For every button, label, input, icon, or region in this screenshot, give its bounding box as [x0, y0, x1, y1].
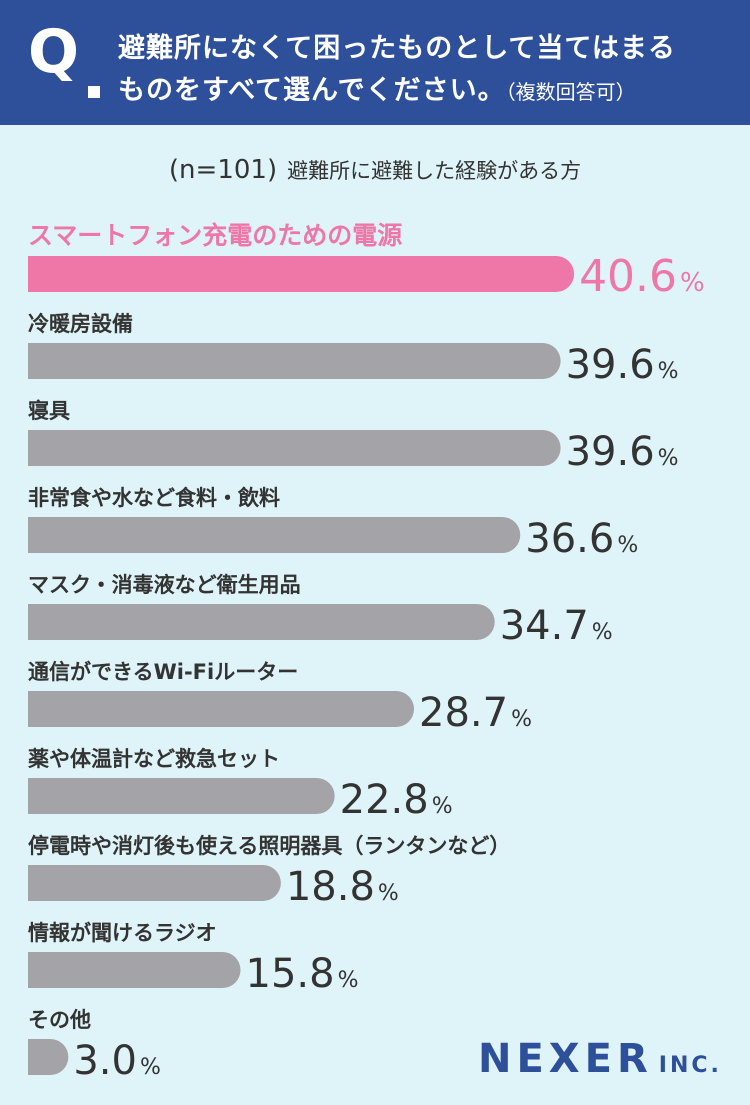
- bar: [28, 778, 335, 814]
- percent-unit: %: [338, 968, 359, 993]
- percent-unit: %: [378, 881, 399, 906]
- logo-sub: INC.: [658, 1053, 722, 1078]
- category-label: マスク・消毒液など衛生用品: [28, 573, 301, 597]
- question-line-2: ものをすべて選んでください。（複数回答可）: [118, 68, 636, 107]
- value-label: 39.6%: [566, 429, 679, 475]
- bar: [28, 604, 495, 640]
- percent-unit: %: [658, 446, 679, 471]
- nexer-logo: NEXER INC.: [478, 1036, 722, 1082]
- question-line-1: 避難所になくて困ったものとして当てはまる: [118, 33, 676, 64]
- category-label: その他: [28, 1008, 91, 1032]
- value-label: 36.6%: [525, 516, 638, 562]
- percent-unit: %: [592, 620, 613, 645]
- category-label: 情報が聞けるラジオ: [28, 921, 217, 945]
- value-label: 22.8%: [340, 777, 453, 823]
- bar: [28, 1039, 69, 1075]
- percent-unit: %: [680, 268, 705, 298]
- sample-description: 避難所に避難した経験がある方: [287, 159, 582, 183]
- category-label: スマートフォン充電のための電源: [28, 221, 402, 250]
- value-label: 39.6%: [566, 342, 679, 388]
- category-label: 停電時や消灯後も使える照明器具（ランタンなど）: [28, 834, 510, 858]
- category-label: 冷暖房設備: [28, 312, 133, 336]
- question-note: （複数回答可）: [505, 80, 636, 104]
- category-label: 非常食や水など食料・飲料: [28, 486, 280, 510]
- bar: [28, 343, 561, 379]
- sample-size: (n=101): [168, 155, 278, 185]
- percent-unit: %: [617, 533, 638, 558]
- percent-unit: %: [658, 359, 679, 384]
- category-label: 薬や体温計など救急セット: [28, 747, 280, 771]
- value-label: 18.8%: [286, 864, 399, 910]
- question-header: Q 避難所になくて困ったものとして当てはまる ものをすべて選んでください。（複数…: [0, 0, 750, 125]
- value-label: 40.6%: [579, 251, 705, 302]
- bar: [28, 430, 561, 466]
- bar: [28, 952, 241, 988]
- value-label: 28.7%: [419, 690, 532, 736]
- bar: [28, 517, 521, 553]
- category-label: 寝具: [28, 399, 70, 423]
- logo-main: NEXER: [478, 1036, 653, 1082]
- percent-unit: %: [511, 707, 532, 732]
- bar: [28, 865, 281, 901]
- percent-unit: %: [140, 1055, 161, 1080]
- question-line-2-text: ものをすべて選んでください。: [118, 75, 506, 106]
- percent-unit: %: [432, 794, 453, 819]
- q-dot: [88, 86, 100, 98]
- value-label: 34.7%: [500, 603, 613, 649]
- bar: [28, 691, 415, 727]
- value-label: 15.8%: [246, 951, 359, 997]
- q-mark: Q: [28, 17, 80, 87]
- sample-info: (n=101) 避難所に避難した経験がある方: [0, 155, 750, 185]
- category-label: 通信ができるWi-Fiルーター: [28, 660, 298, 684]
- bar: [28, 256, 575, 292]
- value-label: 3.0%: [73, 1038, 161, 1084]
